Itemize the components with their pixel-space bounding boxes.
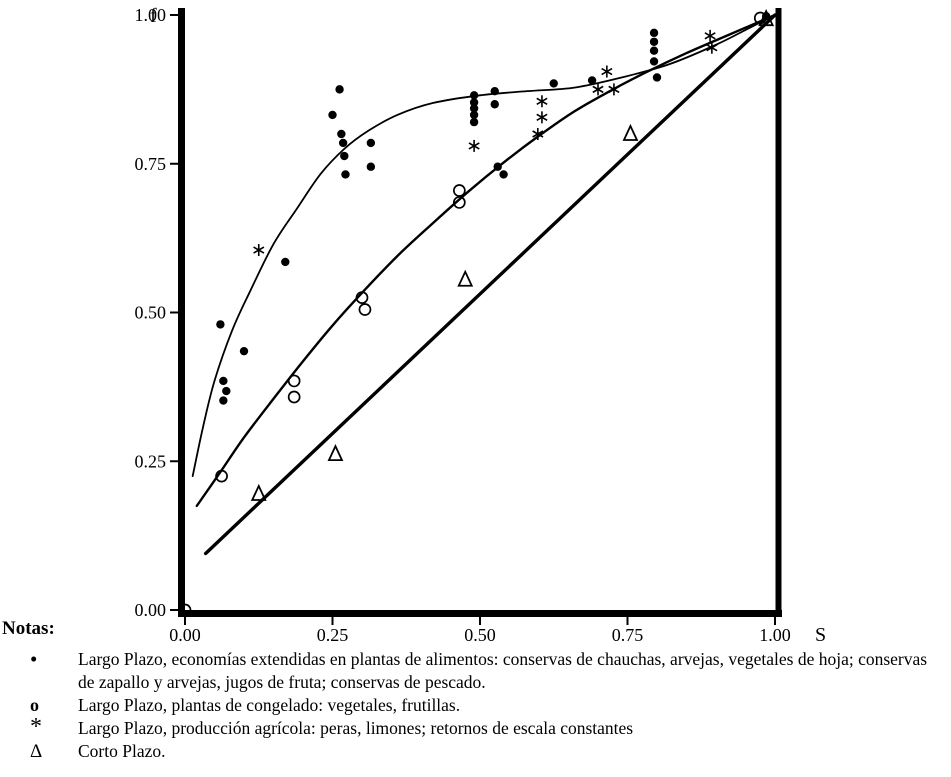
legend-item-triangle: Δ Corto Plazo. xyxy=(0,740,951,763)
x-tick-label: 0.25 xyxy=(317,625,349,645)
x-tick-label: 0.75 xyxy=(612,625,644,645)
legend-text-dot: Largo Plazo, economías extendidas en pla… xyxy=(78,649,928,692)
corto-plazo-series xyxy=(250,9,775,501)
y-tick-label: 0.00 xyxy=(135,600,167,620)
legend-item-asterisk: * Largo Plazo, producción agrícola: pera… xyxy=(0,714,951,740)
y-tick-label: 0.50 xyxy=(135,303,167,323)
legend-text-circle: Largo Plazo, plantas de congelado: veget… xyxy=(78,695,461,715)
y-tick-label: 1.00 xyxy=(135,5,167,25)
asterisk-marker-icon: * xyxy=(30,714,42,740)
y-tick-label: 0.25 xyxy=(135,451,167,471)
legend-text-triangle: Corto Plazo. xyxy=(78,741,166,761)
x-axis-label: S xyxy=(815,624,826,646)
chart-area: 0.00 0.25 0.50 0.75 1.00 0.00 0.25 0.50 0.75 1.00… xyxy=(2,5,827,646)
short-run-line xyxy=(203,13,777,556)
scatter-plot-svg: 0.00 0.25 0.50 0.75 1.00 0.00 0.25 0.50 0.75 1.00… xyxy=(135,5,827,646)
x-tick-label: 1.00 xyxy=(759,625,791,645)
y-tick-label: 0.75 xyxy=(135,154,167,174)
middle-long-run-curve xyxy=(195,13,777,508)
x-tick-label: 0.00 xyxy=(169,625,201,645)
axes xyxy=(178,8,782,617)
triangle-marker-icon: Δ xyxy=(30,741,43,762)
x-tick-label: 0.50 xyxy=(464,625,496,645)
dot-marker-icon: • xyxy=(30,647,38,671)
largo-plazo-alimentos-series xyxy=(216,11,771,405)
y-axis-label: f xyxy=(150,5,157,27)
legend-item-dot: • Largo Plazo, economías extendidas en p… xyxy=(0,648,951,694)
upper-long-run-curve xyxy=(191,14,776,478)
notes-heading: Notas: xyxy=(2,618,55,639)
circle-marker-icon: o xyxy=(30,695,39,715)
legend-item-circle: o Largo Plazo, plantas de congelado: veg… xyxy=(0,694,951,717)
largo-plazo-congelado-series xyxy=(178,11,767,617)
legend-text-asterisk: Largo Plazo, producción agrícola: peras,… xyxy=(78,718,634,738)
largo-plazo-agricola-series xyxy=(253,29,718,257)
notes-legend: • Largo Plazo, economías extendidas en p… xyxy=(0,648,951,763)
